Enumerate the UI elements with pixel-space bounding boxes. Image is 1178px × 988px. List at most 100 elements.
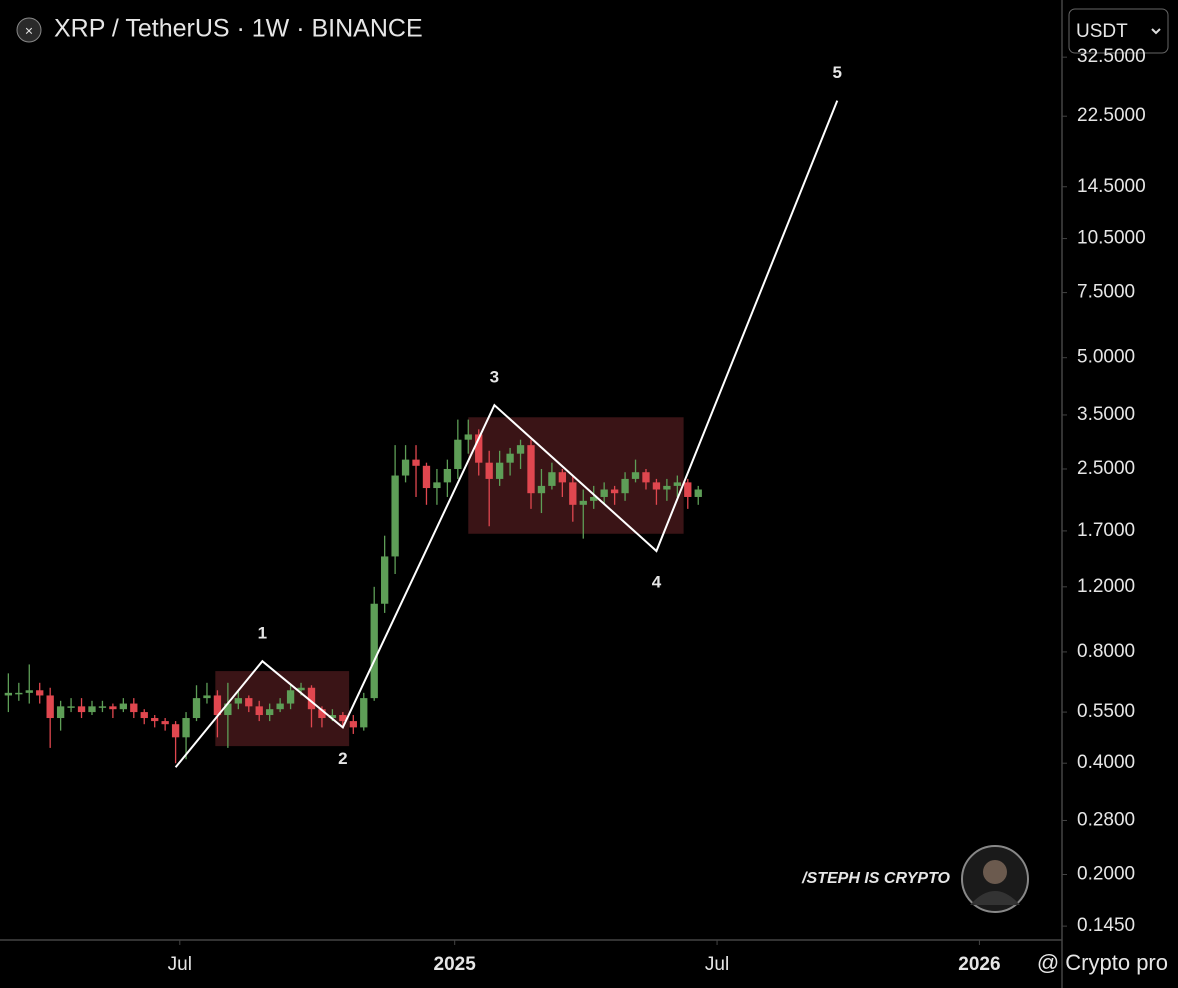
- chart-title: XRP / TetherUS · 1W · BINANCE: [54, 15, 423, 43]
- candle-body: [548, 472, 556, 486]
- candle-body: [318, 709, 326, 719]
- candle-body: [454, 439, 462, 469]
- candle-body: [140, 712, 148, 719]
- y-tick-label: 14.5000: [1077, 176, 1146, 197]
- candle-body: [192, 698, 201, 719]
- candle-body: [203, 695, 211, 699]
- y-tick-label: 10.5000: [1077, 228, 1146, 249]
- candle-body: [15, 692, 23, 695]
- watermark: /STEPH IS CRYPTO: [801, 870, 950, 887]
- candle-body: [88, 706, 96, 713]
- candle-body: [412, 459, 420, 466]
- candle-body: [98, 706, 107, 708]
- candle-body: [171, 724, 180, 738]
- y-tick-label: 0.2800: [1077, 809, 1135, 830]
- wave-label: 3: [490, 368, 499, 387]
- y-tick-label: 1.7000: [1077, 520, 1135, 541]
- symbol-icon: ×: [16, 17, 42, 43]
- candle-body: [255, 706, 263, 716]
- candle-body: [391, 475, 399, 557]
- currency-label[interactable]: USDT: [1076, 21, 1128, 42]
- candle-body: [401, 459, 410, 476]
- x-tick-label: Jul: [705, 954, 729, 975]
- y-tick-label: 0.1450: [1077, 915, 1135, 936]
- candle-body: [77, 706, 86, 713]
- candle-body: [569, 482, 577, 505]
- wave-line: [174, 100, 839, 768]
- wave-label: 5: [833, 63, 842, 82]
- candle-body: [56, 706, 65, 719]
- y-tick-label: 2.5000: [1077, 458, 1135, 479]
- candle-body: [443, 468, 452, 483]
- candle-body: [266, 709, 274, 716]
- candle-body: [234, 698, 242, 704]
- currency-chevron[interactable]: [1151, 28, 1161, 35]
- candle-body: [610, 489, 619, 494]
- candle-body: [506, 453, 514, 463]
- candle-body: [652, 482, 661, 490]
- candle-body: [694, 489, 702, 497]
- candle-body: [485, 462, 493, 479]
- y-tick-label: 0.4000: [1077, 752, 1135, 773]
- candle-body: [245, 698, 253, 707]
- icon-x: ×: [25, 23, 33, 39]
- candle-body: [527, 445, 535, 494]
- candle-body: [621, 478, 629, 494]
- plot-area: 1 2 3 4 5: [4, 63, 842, 768]
- candle-body: [182, 718, 190, 738]
- avatar-body: [970, 891, 1020, 905]
- candle-body: [297, 687, 305, 691]
- candle-body: [590, 496, 598, 501]
- wave-label: 2: [338, 749, 347, 768]
- candle-body: [25, 690, 33, 693]
- candle-body: [276, 703, 284, 710]
- candle-body: [328, 715, 337, 719]
- y-tick-label: 32.5000: [1077, 46, 1146, 67]
- wave-label: 4: [652, 572, 662, 591]
- y-tick-label: 1.2000: [1077, 576, 1135, 597]
- currency-button[interactable]: [1068, 8, 1169, 54]
- y-tick-label: 0.2000: [1077, 864, 1135, 885]
- candle-body: [673, 482, 681, 486]
- candle-body: [360, 698, 368, 728]
- candle-body: [663, 485, 671, 490]
- candle-body: [642, 472, 650, 483]
- candle-body: [151, 718, 159, 722]
- candle-body: [213, 695, 222, 716]
- candle-body: [286, 690, 295, 704]
- candle-body: [433, 482, 441, 489]
- x-tick-label: 2025: [434, 954, 477, 975]
- candle-body: [36, 690, 44, 696]
- candle-body: [475, 434, 483, 463]
- candle-body: [464, 434, 472, 440]
- candle-body: [67, 706, 75, 708]
- candle-body: [631, 472, 640, 479]
- candle-body: [495, 462, 504, 479]
- candle-body: [307, 687, 316, 710]
- candle-body: [130, 703, 138, 713]
- candle-body: [600, 489, 608, 497]
- y-tick-label: 0.5500: [1077, 701, 1135, 722]
- candle-body: [370, 603, 378, 699]
- candle-body: [684, 482, 692, 497]
- candle-body: [537, 485, 546, 494]
- candle-body: [224, 703, 232, 716]
- footer-watermark: @ Crypto pro: [1037, 950, 1168, 975]
- y-tick-label: 0.8000: [1077, 641, 1135, 662]
- avatar: [961, 845, 1029, 913]
- candle-body: [161, 721, 169, 725]
- candle-body: [46, 695, 54, 719]
- candle-body: [579, 500, 587, 505]
- candle-body: [109, 706, 117, 710]
- y-tick-label: 22.5000: [1077, 105, 1146, 126]
- candle-body: [4, 692, 13, 696]
- candle-body: [422, 465, 431, 489]
- x-tick-label: Jul: [168, 954, 192, 975]
- x-tick-label: 2026: [958, 954, 1000, 975]
- candle-body: [381, 556, 389, 604]
- wave-label: 1: [258, 624, 267, 643]
- candle-body: [339, 715, 347, 722]
- candle-body: [558, 472, 567, 483]
- avatar-head: [983, 860, 1007, 884]
